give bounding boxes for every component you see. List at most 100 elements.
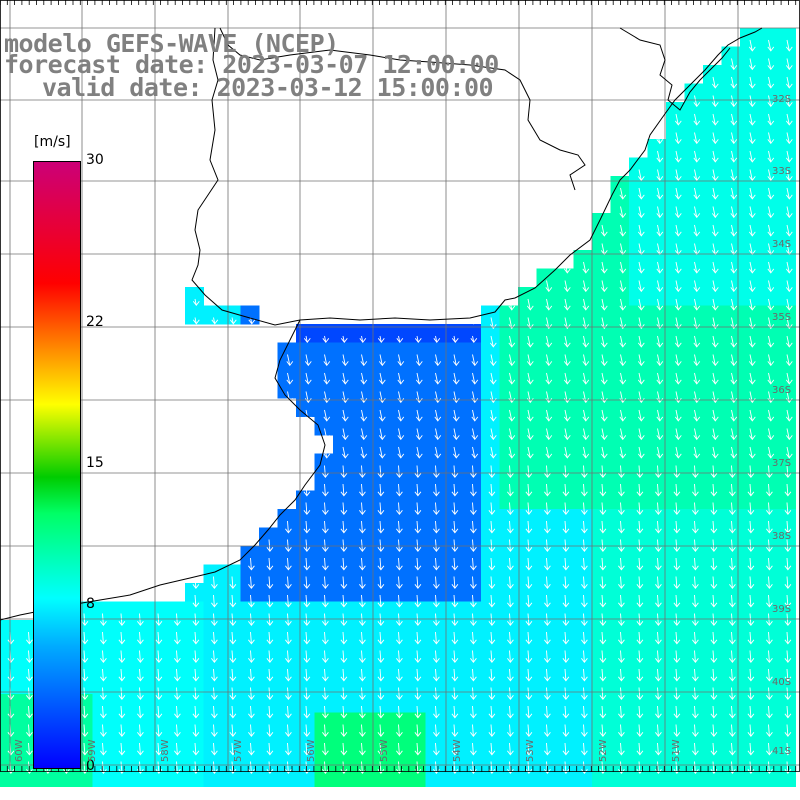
wind-speed-cell bbox=[703, 638, 722, 658]
wind-speed-cell bbox=[314, 675, 334, 695]
wind-speed-cell bbox=[92, 768, 112, 787]
wind-speed-cell bbox=[721, 342, 741, 362]
wind-arrow bbox=[674, 280, 682, 293]
wind-speed-cell bbox=[388, 527, 408, 547]
wind-speed-cell bbox=[647, 157, 667, 177]
wind-arrow bbox=[673, 576, 681, 590]
wind-speed-cell bbox=[148, 657, 167, 676]
wind-speed-cell bbox=[758, 731, 778, 750]
wind-speed-cell bbox=[777, 342, 796, 362]
wind-speed-cell bbox=[333, 620, 352, 639]
wind-speed-cell bbox=[777, 416, 796, 436]
wind-speed-cell bbox=[333, 749, 352, 769]
wind-speed-cell bbox=[333, 638, 352, 658]
wind-speed-cell bbox=[370, 416, 389, 436]
wind-arrow bbox=[359, 650, 366, 664]
wind-speed-cell bbox=[555, 694, 574, 713]
wind-arrow bbox=[433, 539, 440, 553]
wind-speed-cell bbox=[462, 601, 482, 621]
wind-arrow bbox=[507, 668, 514, 682]
wind-speed-cell bbox=[684, 675, 704, 695]
wind-arrow bbox=[433, 631, 440, 645]
wind-arrow bbox=[563, 428, 571, 441]
wind-arrow bbox=[433, 520, 440, 534]
wind-arrow bbox=[563, 317, 571, 330]
latitude-label: 38S bbox=[772, 531, 792, 542]
wind-speed-cell bbox=[499, 509, 519, 528]
wind-arrow bbox=[526, 317, 534, 330]
wind-speed-cell bbox=[573, 712, 593, 732]
wind-speed-cell bbox=[740, 176, 759, 195]
wind-speed-cell bbox=[758, 435, 778, 454]
wind-arrow bbox=[414, 742, 422, 756]
wind-arrow bbox=[599, 687, 607, 701]
wind-arrow bbox=[507, 705, 514, 719]
wind-speed-cell bbox=[444, 583, 463, 602]
wind-arrow bbox=[285, 724, 292, 738]
wind-speed-cell bbox=[407, 472, 426, 491]
wind-speed-cell bbox=[351, 694, 371, 713]
wind-arrow bbox=[525, 576, 533, 590]
wind-arrow bbox=[451, 724, 459, 738]
wind-arrow bbox=[470, 576, 477, 590]
wind-speed-cell bbox=[721, 194, 741, 214]
wind-arrow bbox=[729, 631, 736, 645]
wind-speed-cell bbox=[0, 694, 19, 713]
wind-arrow bbox=[415, 354, 423, 367]
wind-arrow bbox=[767, 187, 775, 200]
latitude-label: 40S bbox=[772, 677, 792, 688]
wind-speed-cell bbox=[481, 472, 500, 491]
wind-speed-cell bbox=[388, 398, 408, 417]
wind-arrow bbox=[710, 502, 718, 516]
wind-speed-cell bbox=[296, 749, 315, 769]
wind-speed-cell bbox=[573, 638, 593, 658]
wind-speed-cell bbox=[666, 583, 685, 602]
wind-arrow bbox=[266, 594, 274, 608]
wind-arrow bbox=[285, 594, 292, 608]
wind-speed-cell bbox=[351, 361, 371, 380]
wind-arrow bbox=[525, 520, 533, 534]
wind-arrow bbox=[507, 594, 514, 608]
wind-speed-cell bbox=[555, 638, 574, 658]
wind-arrow bbox=[508, 409, 516, 422]
wind-arrow bbox=[471, 428, 479, 441]
wind-arrow bbox=[600, 335, 608, 348]
wind-speed-cell bbox=[148, 749, 167, 769]
wind-speed-cell bbox=[555, 435, 574, 454]
wind-speed-cell bbox=[481, 675, 500, 695]
longitude-label: 52W bbox=[598, 739, 609, 762]
wind-arrow bbox=[730, 76, 738, 89]
wind-arrow bbox=[673, 502, 681, 516]
wind-arrow bbox=[785, 76, 793, 89]
wind-speed-cell bbox=[777, 768, 796, 787]
wind-speed-cell bbox=[462, 453, 482, 473]
wind-speed-cell bbox=[740, 731, 759, 750]
wind-arrow bbox=[378, 428, 386, 441]
wind-speed-cell bbox=[740, 157, 759, 177]
wind-speed-cell bbox=[684, 768, 704, 787]
wind-speed-cell bbox=[777, 231, 796, 251]
wind-speed-cell bbox=[740, 287, 759, 306]
wind-arrow bbox=[655, 520, 662, 534]
wind-speed-cell bbox=[518, 694, 537, 713]
wind-arrow bbox=[359, 594, 366, 608]
wind-arrow bbox=[192, 613, 200, 627]
wind-speed-cell bbox=[314, 324, 334, 343]
wind-arrow bbox=[581, 502, 588, 516]
wind-arrow bbox=[433, 705, 440, 719]
wind-speed-cell bbox=[703, 509, 722, 528]
wind-speed-cell bbox=[407, 694, 426, 713]
wind-arrow bbox=[693, 113, 701, 126]
wind-speed-cell bbox=[592, 620, 611, 639]
wind-speed-cell bbox=[18, 675, 38, 695]
wind-speed-cell bbox=[758, 157, 778, 177]
wind-arrow bbox=[692, 557, 699, 571]
wind-speed-cell bbox=[92, 712, 112, 732]
wind-arrow bbox=[562, 539, 570, 553]
wind-speed-cell bbox=[610, 250, 630, 269]
wind-speed-cell bbox=[111, 694, 130, 713]
wind-speed-cell bbox=[388, 712, 408, 732]
wind-speed-cell bbox=[18, 712, 38, 732]
wind-speed-cell bbox=[703, 361, 722, 380]
wind-speed-cell bbox=[740, 638, 759, 658]
